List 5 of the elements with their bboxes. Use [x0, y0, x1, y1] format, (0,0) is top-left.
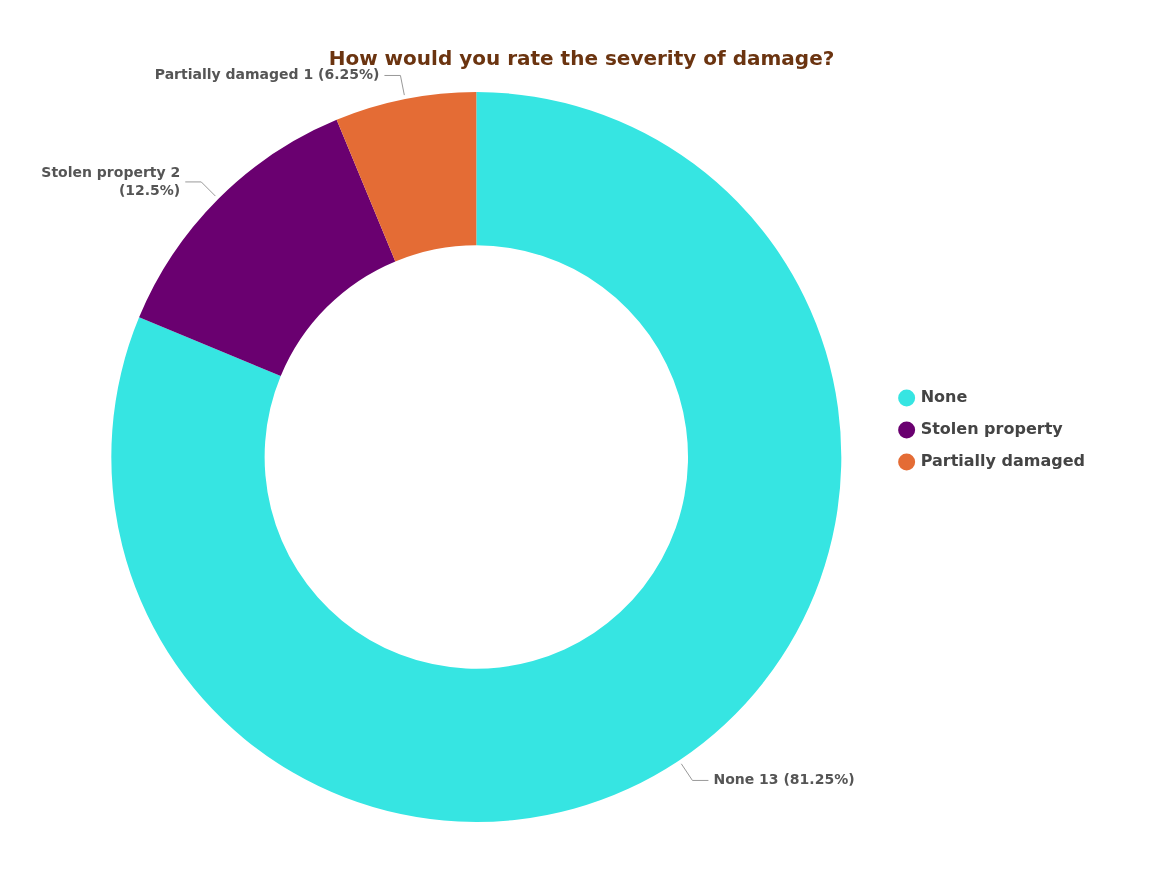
legend-label: Stolen property — [920, 419, 1064, 439]
legend-label: None — [920, 387, 968, 407]
legend-label: Partially damaged — [920, 451, 1085, 471]
data-label: Stolen property 2 (12.5%) — [41, 163, 181, 198]
data-label: None 13 (81.25%) — [713, 771, 855, 788]
